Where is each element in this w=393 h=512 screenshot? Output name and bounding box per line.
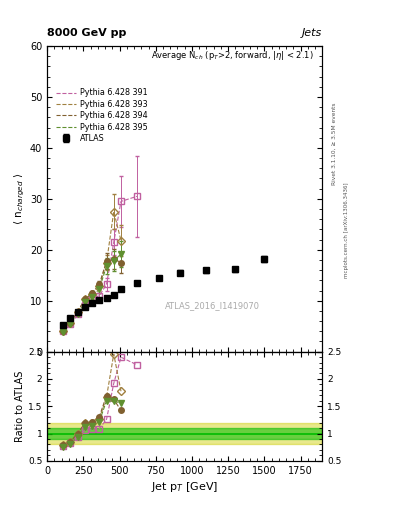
Pythia 6.428 393 bbox=[111, 208, 116, 215]
Pythia 6.428 394 bbox=[83, 296, 87, 302]
Pythia 6.428 391 bbox=[68, 321, 73, 327]
Pythia 6.428 391 bbox=[119, 198, 123, 204]
Text: mcplots.cern.ch [arXiv:1306.3436]: mcplots.cern.ch [arXiv:1306.3436] bbox=[344, 183, 349, 278]
Pythia 6.428 391 bbox=[61, 328, 66, 334]
Pythia 6.428 395 bbox=[90, 293, 94, 300]
Pythia 6.428 394 bbox=[68, 319, 73, 326]
Pythia 6.428 391 bbox=[111, 239, 116, 245]
Pythia 6.428 393 bbox=[97, 284, 102, 290]
Pythia 6.428 393 bbox=[83, 296, 87, 302]
Legend: Pythia 6.428 391, Pythia 6.428 393, Pythia 6.428 394, Pythia 6.428 395, ATLAS: Pythia 6.428 391, Pythia 6.428 393, Pyth… bbox=[54, 87, 149, 145]
Text: 8000 GeV pp: 8000 GeV pp bbox=[47, 28, 127, 38]
Pythia 6.428 394 bbox=[75, 309, 80, 315]
Pythia 6.428 393 bbox=[90, 291, 94, 297]
Pythia 6.428 395 bbox=[119, 251, 123, 257]
Pythia 6.428 394 bbox=[104, 258, 109, 264]
Pythia 6.428 391 bbox=[90, 296, 94, 302]
Pythia 6.428 393 bbox=[119, 238, 123, 244]
Pythia 6.428 395 bbox=[61, 329, 66, 335]
Pythia 6.428 393 bbox=[68, 319, 73, 326]
Line: Pythia 6.428 394: Pythia 6.428 394 bbox=[63, 259, 121, 331]
Line: Pythia 6.428 391: Pythia 6.428 391 bbox=[63, 196, 137, 331]
Pythia 6.428 393 bbox=[104, 260, 109, 266]
Text: Rivet 3.1.10, ≥ 3.5M events: Rivet 3.1.10, ≥ 3.5M events bbox=[332, 102, 337, 185]
Pythia 6.428 395 bbox=[111, 258, 116, 264]
Pythia 6.428 395 bbox=[68, 321, 73, 327]
Text: Jets: Jets bbox=[302, 28, 322, 38]
Pythia 6.428 393 bbox=[61, 328, 66, 334]
Pythia 6.428 391 bbox=[83, 302, 87, 308]
Text: Average N$_{ch}$ (p$_{T}$>2, forward, |$\eta$| < 2.1): Average N$_{ch}$ (p$_{T}$>2, forward, |$… bbox=[151, 49, 314, 62]
Pythia 6.428 394 bbox=[90, 290, 94, 296]
Pythia 6.428 394 bbox=[61, 328, 66, 334]
Y-axis label: $\langle$ n$_{charged}$ $\rangle$: $\langle$ n$_{charged}$ $\rangle$ bbox=[13, 173, 27, 225]
Pythia 6.428 394 bbox=[97, 282, 102, 288]
Pythia 6.428 395 bbox=[75, 311, 80, 317]
Pythia 6.428 393 bbox=[75, 309, 80, 315]
Pythia 6.428 395 bbox=[97, 286, 102, 292]
Pythia 6.428 391 bbox=[75, 311, 80, 317]
X-axis label: Jet p$_{T}$ [GeV]: Jet p$_{T}$ [GeV] bbox=[151, 480, 218, 494]
Pythia 6.428 391 bbox=[97, 292, 102, 298]
Text: ATLAS_2016_I1419070: ATLAS_2016_I1419070 bbox=[165, 302, 260, 310]
Pythia 6.428 394 bbox=[111, 256, 116, 262]
Pythia 6.428 394 bbox=[119, 260, 123, 266]
Pythia 6.428 395 bbox=[83, 298, 87, 305]
Y-axis label: Ratio to ATLAS: Ratio to ATLAS bbox=[15, 371, 25, 442]
Line: Pythia 6.428 395: Pythia 6.428 395 bbox=[63, 254, 121, 332]
Line: Pythia 6.428 393: Pythia 6.428 393 bbox=[63, 211, 121, 331]
Pythia 6.428 391 bbox=[134, 193, 139, 199]
Pythia 6.428 391 bbox=[104, 282, 109, 288]
Pythia 6.428 395 bbox=[104, 263, 109, 269]
